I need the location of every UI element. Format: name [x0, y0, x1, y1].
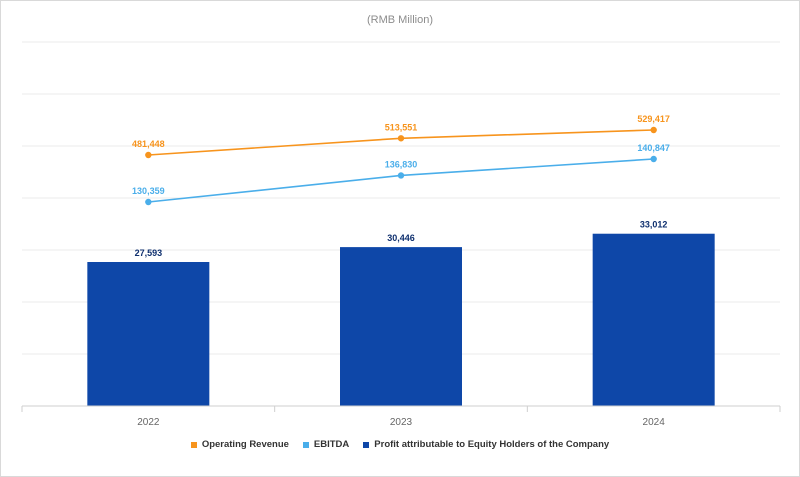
point-ebitda-2024 — [650, 155, 657, 163]
point-operating-revenue-2024 — [650, 126, 657, 134]
data-label-operating-revenue: 529,417 — [637, 114, 670, 124]
bar-data-label: 30,446 — [387, 233, 415, 243]
data-label-ebitda: 140,847 — [637, 143, 670, 153]
legend-swatch-operating-revenue — [190, 441, 197, 448]
legend-item-ebitda[interactable]: EBITDA — [302, 439, 350, 450]
x-tick-label: 2023 — [390, 417, 413, 428]
x-tick-label: 2022 — [137, 417, 160, 428]
line-operating-revenue — [148, 129, 654, 156]
point-operating-revenue-2023 — [397, 135, 405, 142]
bar-profit-2024 — [592, 233, 715, 406]
bar-profit-2023 — [340, 247, 462, 406]
bar-data-label: 33,012 — [640, 220, 668, 230]
legend: Operating Revenue EBITDA Profit attribut… — [0, 439, 800, 450]
data-label-operating-revenue: 481,448 — [132, 139, 165, 149]
legend-item-operating-revenue[interactable]: Operating Revenue — [190, 439, 289, 450]
legend-swatch-profit — [363, 441, 370, 448]
point-operating-revenue-2022 — [145, 151, 152, 159]
legend-label-ebitda: EBITDA — [313, 439, 350, 450]
data-label-ebitda: 136,830 — [385, 159, 418, 169]
point-ebitda-2023 — [397, 172, 405, 179]
chart-subtitle: (RMB Million) — [367, 14, 433, 26]
legend-swatch-ebitda — [302, 441, 309, 448]
legend-item-profit[interactable]: Profit attributable to Equity Holders of… — [363, 439, 609, 450]
legend-label-operating-revenue: Operating Revenue — [201, 439, 289, 450]
point-ebitda-2022 — [145, 198, 152, 206]
legend-label-profit: Profit attributable to Equity Holders of… — [374, 439, 610, 450]
data-label-operating-revenue: 513,551 — [385, 122, 418, 132]
bar-data-label: 27,593 — [135, 248, 163, 258]
bar-profit-2022 — [87, 262, 210, 406]
data-label-ebitda: 130,359 — [132, 186, 165, 196]
x-tick-label: 2024 — [643, 417, 666, 428]
